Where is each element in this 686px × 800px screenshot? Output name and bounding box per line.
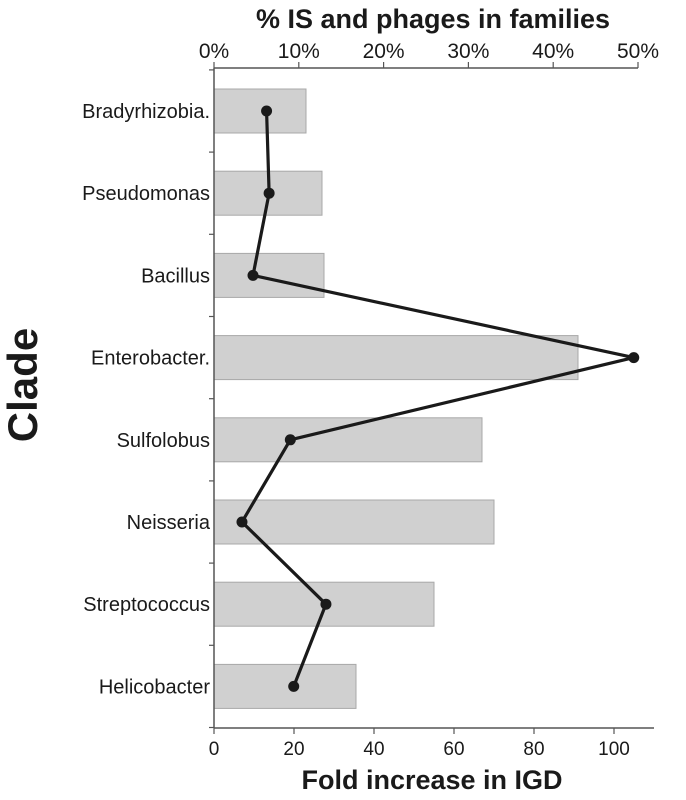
category-label: Streptococcus	[83, 594, 210, 616]
top-tick-label: 30%	[447, 40, 489, 63]
line-point	[263, 187, 275, 199]
bottom-axis-ticks: 0 20 40 60 80 100	[209, 739, 630, 760]
category-label: Bradyrhizobia.	[82, 101, 210, 123]
bar-bradyrhizobia	[213, 88, 307, 134]
bottom-tick-label: 80	[523, 739, 544, 760]
category-label: Neisseria	[127, 512, 211, 534]
line-point	[261, 105, 273, 117]
line-series	[236, 105, 640, 692]
line-point	[236, 516, 248, 528]
category-label: Enterobacter.	[91, 348, 210, 370]
line-point	[288, 680, 300, 692]
category-label: Sulfolobus	[117, 430, 210, 452]
y-axis-title: Clade	[0, 328, 46, 442]
category-label: Pseudomonas	[82, 183, 210, 205]
line-point	[320, 598, 332, 610]
bar-series	[213, 88, 579, 709]
line-path	[240, 110, 636, 687]
category-labels: Bradyrhizobia. Pseudomonas Bacillus Enterob…	[82, 101, 211, 698]
top-tick-label: 40%	[532, 40, 574, 63]
top-axis-title: % IS and phages in families	[256, 4, 610, 34]
top-tick-label: 50%	[617, 40, 659, 63]
bottom-tick-label: 100	[598, 739, 630, 760]
top-tick-label: 20%	[363, 40, 405, 63]
line-point	[247, 269, 259, 281]
bar-helicobacter	[213, 663, 357, 709]
top-axis-ticks: 0% 10% 20% 30% 40% 50%	[199, 40, 659, 63]
bottom-tick-label: 40	[363, 739, 384, 760]
category-label: Bacillus	[141, 265, 210, 287]
bottom-axis-title: Fold increase in IGD	[301, 765, 562, 795]
bar-bacillus	[213, 252, 325, 298]
line-point	[628, 352, 640, 364]
top-tick-label: 0%	[199, 40, 229, 63]
bar-enterobacter	[213, 335, 579, 381]
bar-neisseria	[213, 499, 495, 545]
bottom-tick-label: 0	[209, 739, 220, 760]
bottom-tick-label: 60	[443, 739, 464, 760]
bottom-tick-label: 20	[283, 739, 304, 760]
category-label: Helicobacter	[99, 676, 211, 698]
axes	[209, 62, 654, 734]
top-tick-label: 10%	[278, 40, 320, 63]
line-point	[284, 434, 296, 446]
